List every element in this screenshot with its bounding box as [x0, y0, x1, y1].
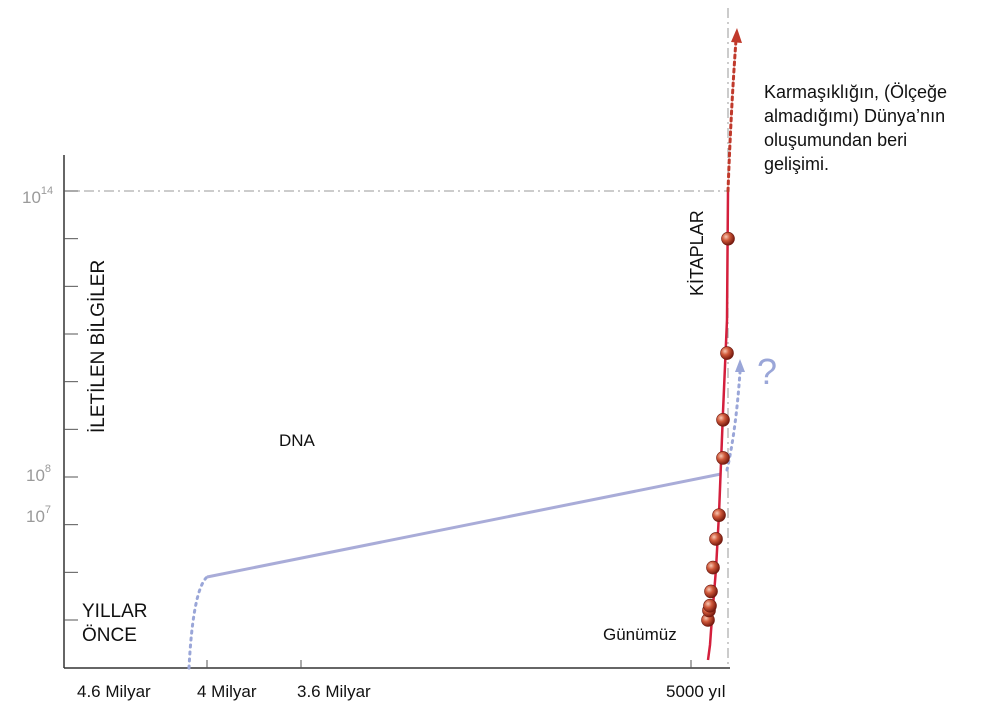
x-axis-corner-label: ÖNCE — [82, 625, 137, 646]
book-marker — [709, 532, 723, 546]
x-tick-label: 3.6 Milyar — [297, 682, 371, 701]
book-marker — [704, 584, 718, 599]
y-tick-label-8: 108 — [26, 463, 51, 485]
y-ticks — [64, 190, 78, 621]
x-axis-corner-label: YILLAR — [82, 601, 147, 622]
y-axis-title: İLETİLEN BİLGİLER — [88, 260, 109, 433]
book-marker — [716, 412, 730, 427]
book-marker — [720, 346, 734, 360]
x-tick-label: 5000 yıl — [666, 682, 726, 701]
dna-dotted-future — [725, 370, 742, 472]
book-marker — [721, 231, 735, 246]
caption-line: oluşumundan beri — [764, 130, 907, 150]
caption-line: Karmaşıklığın, (Ölçeğe — [764, 82, 947, 102]
x-tick-label: 4.6 Milyar — [77, 682, 151, 701]
caption-line: gelişimi. — [764, 154, 829, 174]
book-markers — [701, 231, 735, 627]
y-tick-label-7: 107 — [26, 504, 51, 526]
book-marker — [706, 560, 720, 575]
dna-dotted-rise — [187, 575, 209, 670]
x-tick-label: 4 Milyar — [197, 682, 257, 701]
dna-label: DNA — [279, 431, 316, 450]
books-arrow-head — [731, 28, 742, 43]
book-marker — [712, 508, 726, 522]
books-dotted-future — [726, 38, 738, 193]
book-marker — [703, 598, 717, 613]
dna-line — [206, 472, 722, 579]
today-label: Günümüz — [603, 625, 677, 644]
y-tick-label-14: 1014 — [22, 185, 53, 207]
dna-arrow-head — [735, 359, 745, 372]
book-marker — [716, 451, 730, 465]
question-mark: ? — [757, 351, 777, 392]
books-label: KİTAPLAR — [687, 210, 707, 296]
caption-line: almadığımı) Dünya’nın — [764, 106, 945, 126]
